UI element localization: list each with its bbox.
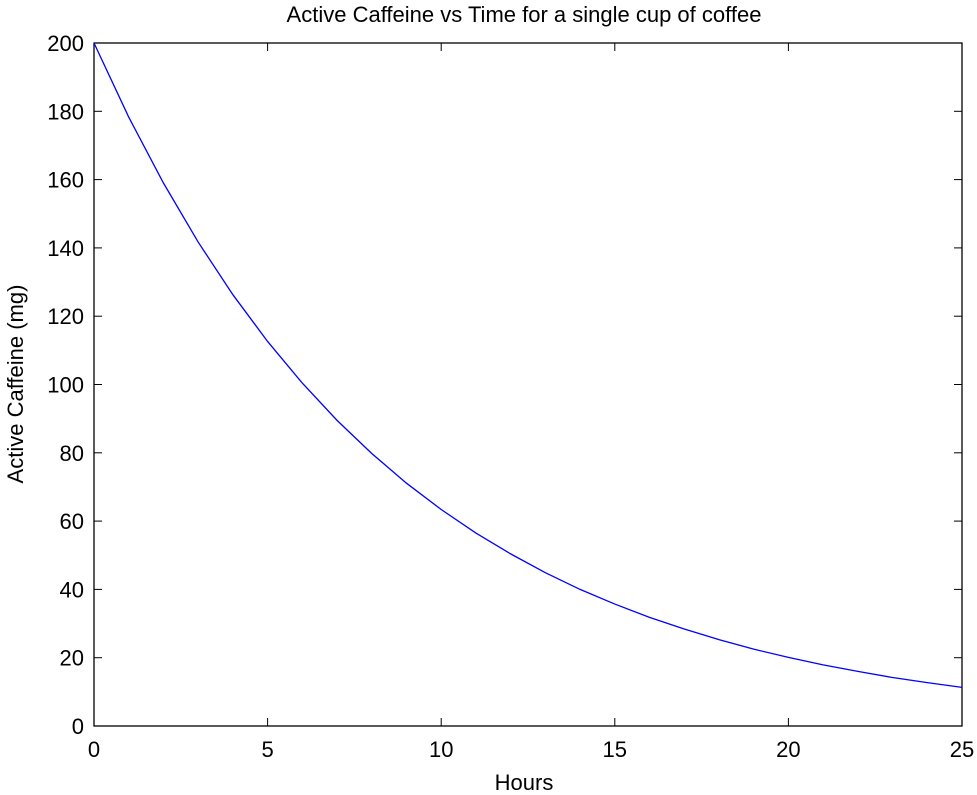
- y-tick-label: 60: [60, 509, 84, 534]
- x-tick-label: 25: [950, 737, 974, 762]
- y-tick-label: 20: [60, 646, 84, 671]
- plot-frame: [93, 42, 963, 727]
- y-tick-label: 40: [60, 577, 84, 602]
- caffeine-series-line: [93, 42, 963, 689]
- y-tick-label: 160: [47, 168, 84, 193]
- chart-title: Active Caffeine vs Time for a single cup…: [287, 2, 762, 27]
- x-tick-label: 20: [776, 737, 800, 762]
- y-tick-label: 140: [47, 236, 84, 261]
- x-tick-label: 5: [261, 737, 273, 762]
- y-axis-label: Active Caffeine (mg): [3, 285, 28, 484]
- y-tick-label: 120: [47, 304, 84, 329]
- x-tick-label: 10: [429, 737, 453, 762]
- x-tick-label: 15: [603, 737, 627, 762]
- x-axis-label: Hours: [495, 770, 554, 795]
- y-tick-label: 80: [60, 441, 84, 466]
- y-tick-label: 180: [47, 99, 84, 124]
- y-tick-label: 200: [47, 31, 84, 56]
- axis-ticks: [93, 42, 963, 727]
- y-tick-label: 100: [47, 373, 84, 398]
- x-tick-label: 0: [88, 737, 100, 762]
- y-tick-label: 0: [72, 714, 84, 739]
- axis-tick-labels: 0 5 10 15 20 25 0 20 40 60 80 100 120 140 160 180 200: [47, 31, 974, 762]
